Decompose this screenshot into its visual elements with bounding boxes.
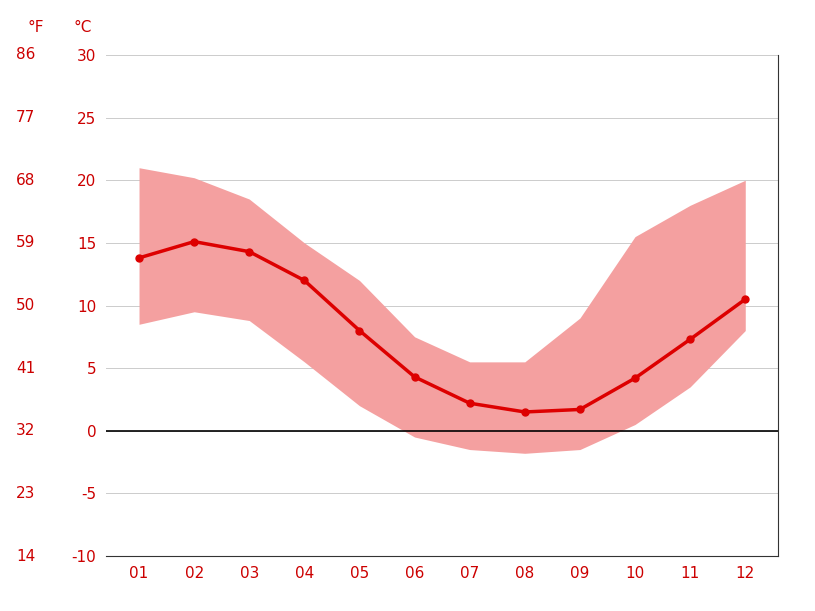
Text: 41: 41 [16, 360, 35, 376]
Text: 59: 59 [16, 235, 35, 251]
Text: 86: 86 [16, 48, 35, 62]
Text: 77: 77 [16, 110, 35, 125]
Text: 14: 14 [16, 549, 35, 563]
Text: 23: 23 [16, 486, 35, 501]
Text: 50: 50 [16, 298, 35, 313]
Text: °F: °F [27, 20, 43, 35]
Text: 68: 68 [16, 173, 35, 188]
Text: °C: °C [73, 20, 91, 35]
Text: 32: 32 [16, 423, 35, 438]
